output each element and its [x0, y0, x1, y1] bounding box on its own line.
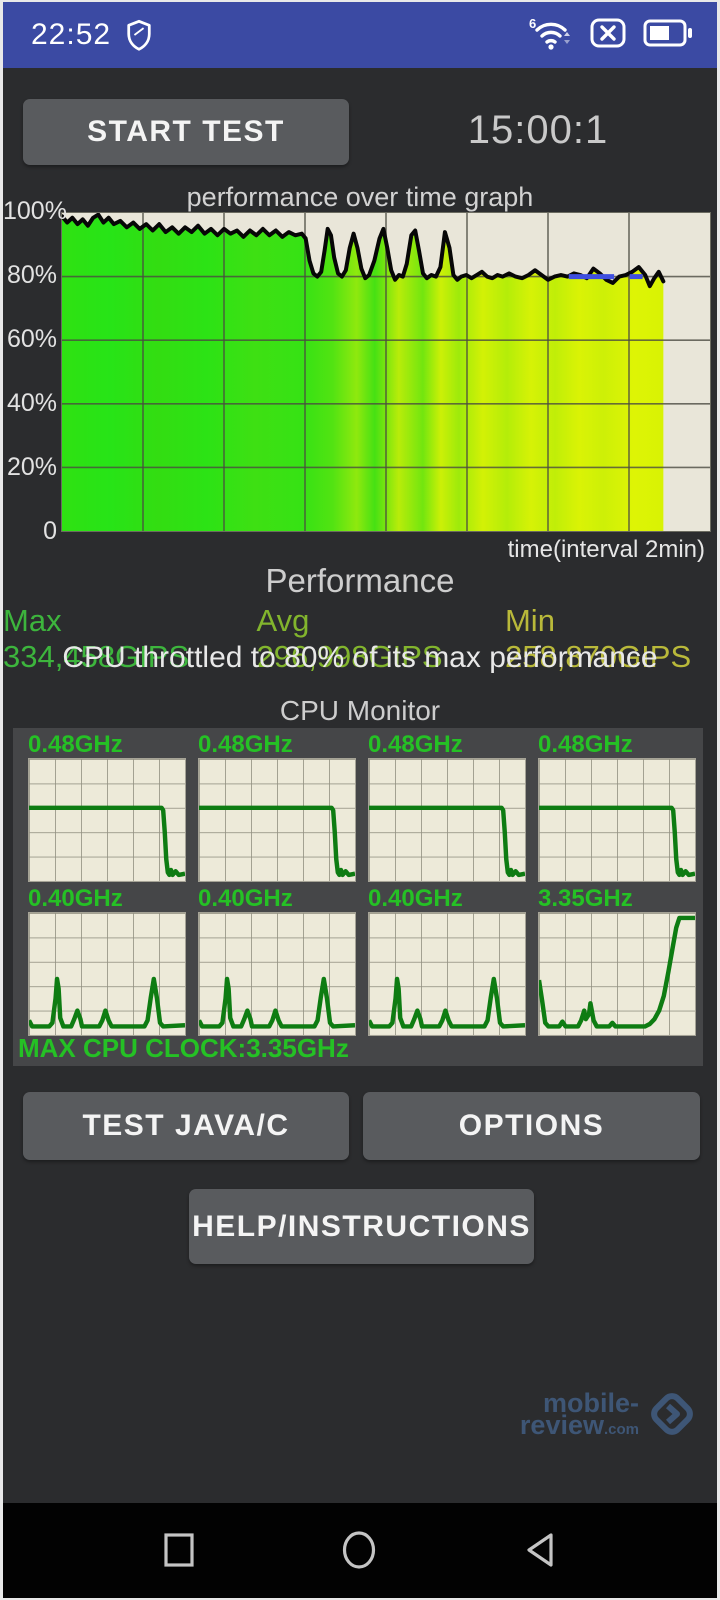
cpu-core-chart [538, 912, 696, 1036]
cpu-core-chart [538, 758, 696, 882]
cpu-core-cell: 0.48GHz [538, 732, 696, 882]
performance-chart [61, 212, 711, 532]
cpu-core-label: 3.35GHz [538, 885, 633, 912]
cpu-core-label: 0.48GHz [28, 731, 123, 758]
cpu-core-label: 0.48GHz [368, 731, 463, 758]
watermark-line1: mobile- [542, 1387, 639, 1418]
cpu-core-chart [368, 912, 526, 1036]
back-button[interactable] [523, 1531, 557, 1572]
cpu-core-chart [198, 912, 356, 1036]
cpu-core-label: 0.40GHz [198, 885, 293, 912]
cpu-core-label: 0.40GHz [368, 885, 463, 912]
no-sim-icon [589, 17, 627, 54]
back-triangle-icon [523, 1531, 557, 1572]
y-axis-tick: 100% [3, 197, 67, 225]
watermark-logo-icon [645, 1387, 699, 1446]
cpu-core-cell: 0.40GHz [368, 886, 526, 1036]
cpu-core-chart [28, 912, 186, 1036]
home-circle-icon [341, 1530, 377, 1573]
help-instructions-button[interactable]: HELP/INSTRUCTIONS [189, 1189, 534, 1264]
stat-min: Min 258,870GIPS [504, 603, 692, 674]
recents-square-icon [163, 1532, 195, 1571]
cpu-monitor-heading: CPU Monitor [279, 695, 441, 726]
battery-icon [643, 18, 693, 53]
cpu-core-cell: 0.40GHz [28, 886, 186, 1036]
recents-button[interactable] [163, 1532, 195, 1571]
test-java-button[interactable]: TEST JAVA/C [23, 1092, 349, 1160]
cpu-throttling-test-app: 22:52 6 [3, 2, 717, 1598]
home-button[interactable] [341, 1530, 377, 1573]
svg-text:6: 6 [529, 16, 536, 31]
status-bar: 22:52 6 [3, 2, 717, 68]
cpu-core-cell: 0.48GHz [368, 732, 526, 882]
watermark-line2: review.com [519, 1409, 639, 1440]
stat-avg: Avg 296,998GIPS [256, 603, 443, 674]
cpu-monitor-panel: 0.48GHz 0.48GHz 0.48GHz 0.48GHz 0.40GHz 0.40G… [13, 728, 703, 1066]
watermark-text: mobile- review.com [519, 1387, 639, 1441]
timer-display: 15:00:1 [467, 108, 609, 152]
y-axis-tick: 40% [6, 389, 57, 417]
performance-stats: Max 334,458GIPS Avg 296,998GIPS Min 258,… [3, 603, 717, 675]
options-button[interactable]: OPTIONS [363, 1092, 700, 1160]
cpu-core-label: 0.48GHz [538, 731, 633, 758]
watermark: mobile- review.com [503, 1388, 699, 1444]
cpu-core-chart [198, 758, 356, 882]
status-time: 22:52 [31, 18, 112, 51]
cpu-core-chart [368, 758, 526, 882]
performance-heading: Performance [265, 562, 455, 599]
start-test-button[interactable]: START TEST [23, 99, 349, 165]
cpu-core-cell: 0.48GHz [28, 732, 186, 882]
wifi6-icon: 6 [529, 16, 573, 55]
chart-title: performance over time graph [186, 182, 534, 212]
y-axis-tick: 60% [6, 325, 57, 353]
cpu-core-label: 0.48GHz [198, 731, 293, 758]
cpu-core-cell: 0.40GHz [198, 886, 356, 1036]
y-axis-tick: 0 [43, 517, 57, 545]
throttle-status: CPU throttled to 80% of its max performa… [62, 641, 658, 674]
cpu-core-cell: 0.48GHz [198, 732, 356, 882]
cpu-core-chart [28, 758, 186, 882]
max-cpu-clock-label: MAX CPU CLOCK:3.35GHz [18, 1033, 349, 1063]
nav-bar [3, 1503, 717, 1598]
stat-max: Max 334,458GIPS [3, 603, 190, 674]
cpu-core-label: 0.40GHz [28, 885, 123, 912]
x-axis-label: time(interval 2min) [507, 536, 705, 563]
cpu-core-cell: 3.35GHz [538, 886, 696, 1036]
shield-icon [125, 19, 153, 51]
y-axis-tick: 80% [6, 261, 57, 289]
y-axis-tick: 20% [6, 453, 57, 481]
